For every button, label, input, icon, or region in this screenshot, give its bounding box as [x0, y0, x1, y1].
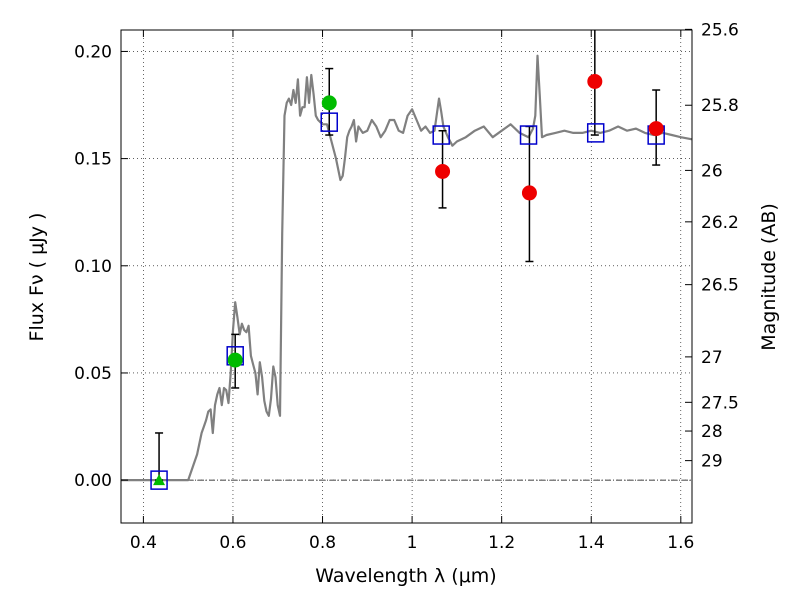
- y2-tick-label: 27.5: [701, 393, 739, 413]
- observed-flux-point: [227, 352, 243, 368]
- model-photometry-square: [320, 112, 338, 132]
- grid-layer: [121, 30, 692, 523]
- y2-tick-label: 26.5: [701, 276, 739, 296]
- y-tick-label: 0.10: [74, 257, 112, 277]
- observed-flux-point: [435, 163, 451, 179]
- y2-tick-label: 28: [701, 422, 723, 442]
- observed-flux-point: [321, 95, 337, 111]
- x-tick-label: 1.6: [667, 533, 694, 553]
- model-photometry-square: [519, 125, 538, 145]
- x-tick-label: 1: [407, 533, 418, 553]
- model-photometry-square: [150, 470, 168, 490]
- y-tick-label: 0.20: [74, 42, 112, 62]
- observed-flux-point: [587, 73, 603, 89]
- model-photometry-square: [586, 123, 605, 143]
- model-photometry-square: [432, 125, 450, 145]
- data-layer: [121, 30, 693, 490]
- right-axis-label: Magnitude (AB): [758, 203, 780, 351]
- y2-tick-label: 25.6: [701, 20, 739, 40]
- y2-tick-label: 26: [701, 161, 723, 181]
- y-axis-label: Flux Fν ( μJy ): [26, 213, 48, 342]
- x-tick-label: 1.4: [578, 533, 605, 553]
- y-tick-label: 0.00: [74, 471, 112, 491]
- y-tick-label: 0.05: [74, 364, 112, 384]
- y2-tick-label: 29: [701, 452, 723, 472]
- x-axis-label: Wavelength λ (μm): [315, 565, 496, 587]
- y2-tick-label: 26.2: [701, 213, 739, 233]
- upper-limit-triangle: [153, 474, 166, 486]
- tick-layer: 0.4 0.6 0.8 1 1.2 1.4 1.6 0.00 0.05 0.10 0.15 0.20 2…: [74, 20, 739, 553]
- observed-flux-point: [521, 185, 537, 201]
- y-tick-label: 0.15: [74, 150, 112, 170]
- x-tick-label: 0.6: [219, 533, 246, 553]
- plot-frame: [120, 29, 693, 524]
- x-tick-label: 1.2: [488, 533, 515, 553]
- observed-flux-point: [648, 121, 664, 137]
- y2-tick-label: 27: [701, 348, 723, 368]
- x-tick-label: 0.4: [130, 533, 157, 553]
- y2-tick-label: 25.8: [701, 96, 739, 116]
- x-tick-label: 0.8: [309, 533, 336, 553]
- model-spectrum-line: [121, 54, 693, 482]
